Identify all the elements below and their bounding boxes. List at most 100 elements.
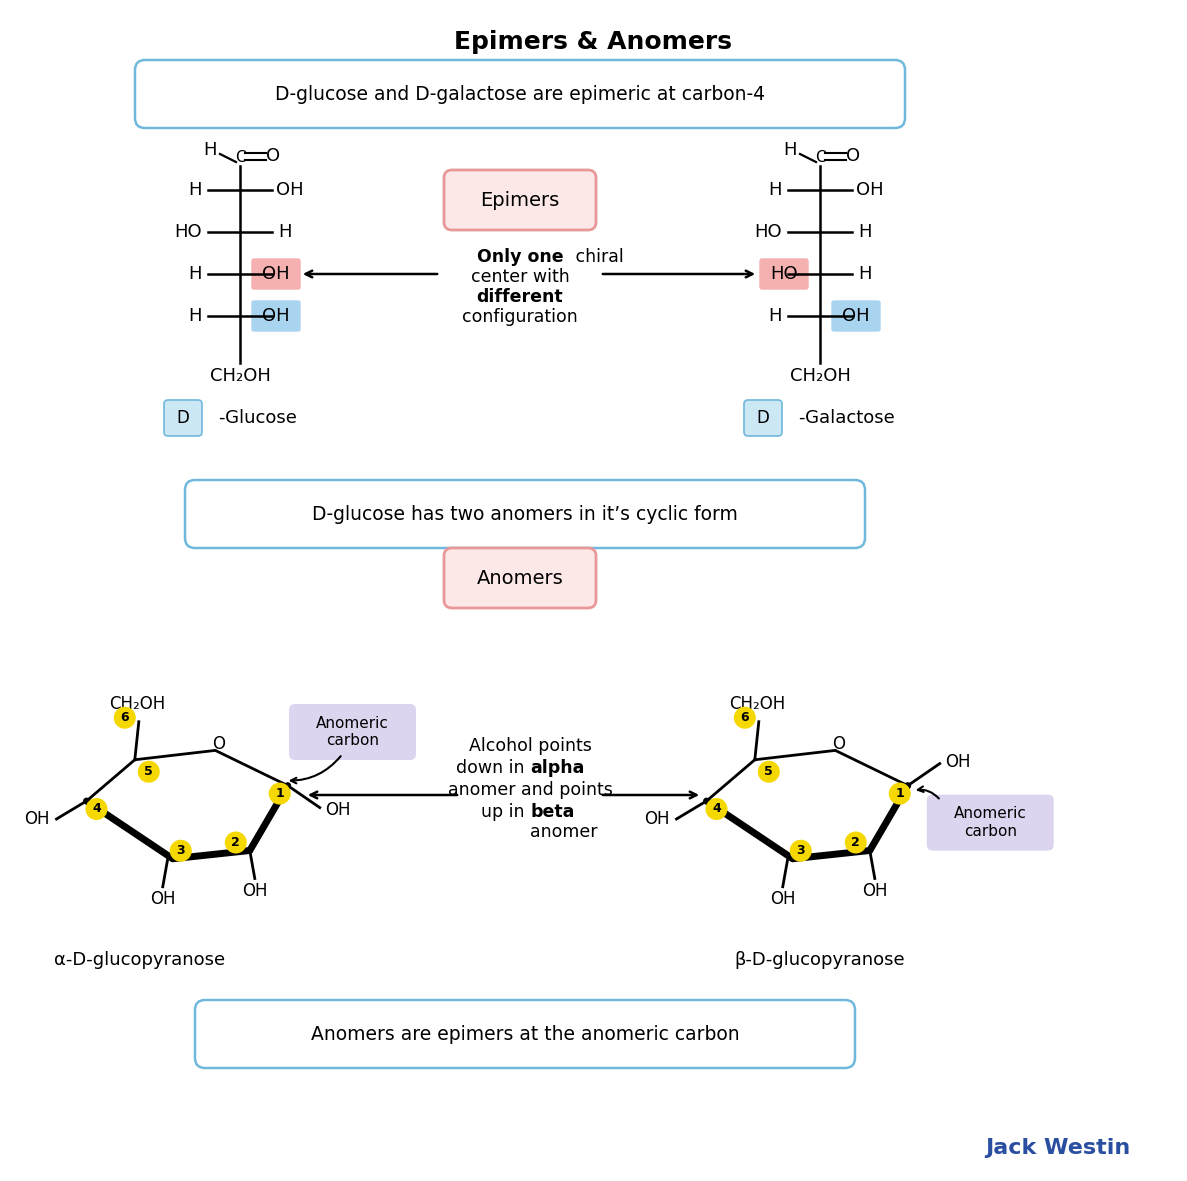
Text: H: H: [189, 265, 202, 283]
FancyBboxPatch shape: [744, 400, 782, 436]
Text: 6: 6: [741, 711, 749, 724]
Text: OH: OH: [843, 307, 870, 325]
Text: α-D-glucopyranose: α-D-glucopyranose: [55, 951, 226, 968]
Text: Epimers & Anomers: Epimers & Anomers: [453, 30, 732, 54]
Circle shape: [734, 706, 756, 729]
Text: D: D: [177, 409, 190, 428]
FancyBboxPatch shape: [252, 259, 300, 289]
Text: C: C: [235, 150, 246, 165]
Text: H: H: [278, 223, 292, 241]
Text: Alcohol points: Alcohol points: [469, 737, 591, 755]
Text: 3: 3: [177, 844, 185, 857]
Text: CH₂OH: CH₂OH: [789, 367, 850, 385]
Text: OH: OH: [262, 307, 290, 325]
Text: β-D-glucopyranose: β-D-glucopyranose: [735, 951, 906, 968]
Text: 5: 5: [764, 765, 773, 778]
Text: down in: down in: [456, 759, 531, 777]
Text: 4: 4: [93, 803, 101, 816]
Text: OH: OH: [862, 881, 888, 900]
Text: HO: HO: [770, 265, 798, 283]
Text: Epimers: Epimers: [481, 190, 559, 209]
Text: 4: 4: [712, 803, 721, 816]
Text: 6: 6: [121, 711, 129, 724]
Text: OH: OH: [262, 265, 290, 283]
Circle shape: [845, 831, 867, 854]
Text: anomer: anomer: [531, 823, 597, 841]
Text: OH: OH: [945, 752, 971, 770]
Text: Anomers: Anomers: [477, 568, 564, 587]
Text: Anomeric
carbon: Anomeric carbon: [954, 807, 1027, 839]
Text: HO: HO: [174, 223, 202, 241]
Text: 5: 5: [145, 765, 153, 778]
Circle shape: [268, 783, 291, 804]
Circle shape: [138, 761, 160, 783]
Text: chiral: chiral: [570, 248, 623, 266]
Text: OH: OH: [277, 181, 304, 200]
FancyBboxPatch shape: [185, 479, 865, 548]
Circle shape: [789, 840, 812, 862]
Text: anomer and points: anomer and points: [447, 781, 612, 800]
Circle shape: [224, 831, 247, 854]
Text: H: H: [189, 307, 202, 325]
FancyBboxPatch shape: [927, 795, 1054, 850]
Text: -Glucose: -Glucose: [218, 409, 297, 428]
Text: center with: center with: [470, 268, 570, 286]
Text: H: H: [768, 181, 782, 200]
Text: configuration: configuration: [462, 308, 578, 326]
Text: OH: OH: [24, 810, 49, 828]
Text: OH: OH: [856, 181, 884, 200]
Text: O: O: [211, 736, 224, 753]
Text: 2: 2: [231, 836, 240, 849]
Text: Anomeric
carbon: Anomeric carbon: [316, 716, 389, 749]
FancyBboxPatch shape: [252, 301, 300, 331]
FancyBboxPatch shape: [164, 400, 202, 436]
Text: CH₂OH: CH₂OH: [729, 694, 785, 713]
Text: H: H: [783, 141, 796, 159]
FancyBboxPatch shape: [288, 704, 415, 761]
Text: O: O: [832, 736, 845, 753]
Text: up in: up in: [481, 803, 531, 821]
Text: O: O: [266, 146, 280, 165]
Text: H: H: [858, 223, 871, 241]
Text: OH: OH: [770, 889, 795, 908]
Text: OH: OH: [643, 810, 669, 828]
Text: O: O: [846, 146, 861, 165]
Text: CH₂OH: CH₂OH: [210, 367, 271, 385]
Circle shape: [170, 840, 192, 862]
Text: beta: beta: [531, 803, 575, 821]
Text: H: H: [189, 181, 202, 200]
FancyBboxPatch shape: [760, 259, 808, 289]
Text: Jack Westin: Jack Westin: [985, 1138, 1130, 1159]
Text: OH: OH: [150, 889, 176, 908]
Text: H: H: [203, 141, 217, 159]
Circle shape: [85, 798, 108, 820]
Circle shape: [757, 761, 780, 783]
Text: CH₂OH: CH₂OH: [109, 694, 165, 713]
Text: Anomers are epimers at the anomeric carbon: Anomers are epimers at the anomeric carb…: [311, 1024, 740, 1044]
Text: OH: OH: [242, 881, 267, 900]
FancyBboxPatch shape: [135, 60, 904, 128]
Text: alpha: alpha: [531, 759, 584, 777]
Circle shape: [889, 783, 910, 804]
Text: HO: HO: [754, 223, 782, 241]
Text: D-glucose and D-galactose are epimeric at carbon-4: D-glucose and D-galactose are epimeric a…: [275, 85, 766, 104]
Text: D-glucose has two anomers in it’s cyclic form: D-glucose has two anomers in it’s cyclic…: [312, 504, 738, 523]
Text: Only one: Only one: [477, 248, 564, 266]
Circle shape: [114, 706, 135, 729]
Text: 3: 3: [796, 844, 805, 857]
Circle shape: [705, 798, 728, 820]
Text: 2: 2: [851, 836, 861, 849]
Text: H: H: [768, 307, 782, 325]
FancyBboxPatch shape: [444, 548, 596, 608]
FancyBboxPatch shape: [832, 301, 880, 331]
Text: C: C: [814, 150, 825, 165]
Text: H: H: [858, 265, 871, 283]
Text: different: different: [477, 288, 564, 306]
Text: OH: OH: [325, 801, 350, 818]
Text: -Galactose: -Galactose: [798, 409, 895, 428]
Text: D: D: [756, 409, 769, 428]
Text: 1: 1: [895, 787, 904, 800]
FancyBboxPatch shape: [195, 1000, 855, 1068]
Text: 1: 1: [275, 787, 284, 800]
FancyBboxPatch shape: [444, 170, 596, 230]
